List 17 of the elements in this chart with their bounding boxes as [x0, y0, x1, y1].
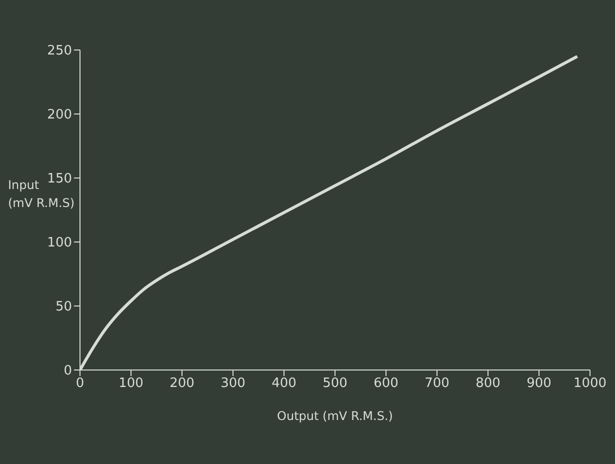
x-tick-label: 100	[118, 376, 144, 392]
y-tick-label: 50	[55, 300, 72, 315]
x-tick-label: 800	[476, 376, 500, 392]
x-tick-label: 200	[170, 376, 194, 392]
y-tick-label: 100	[47, 236, 72, 251]
x-tick-label: 0	[76, 376, 84, 392]
x-axis-title: Output (mV R.M.S.)	[277, 409, 393, 423]
x-tick-label: 900	[526, 376, 552, 392]
x-tick-label: 600	[374, 376, 398, 392]
x-tick-label: 500	[322, 376, 348, 392]
y-tick-label: 0	[64, 364, 72, 379]
y-tick-label: 200	[47, 108, 72, 123]
x-tick-label: 300	[220, 376, 246, 392]
x-tick-label: 400	[272, 376, 296, 392]
x-tick-label: 1000	[573, 376, 607, 392]
x-tick-label: 700	[424, 376, 450, 392]
y-tick-label: 250	[47, 44, 72, 59]
